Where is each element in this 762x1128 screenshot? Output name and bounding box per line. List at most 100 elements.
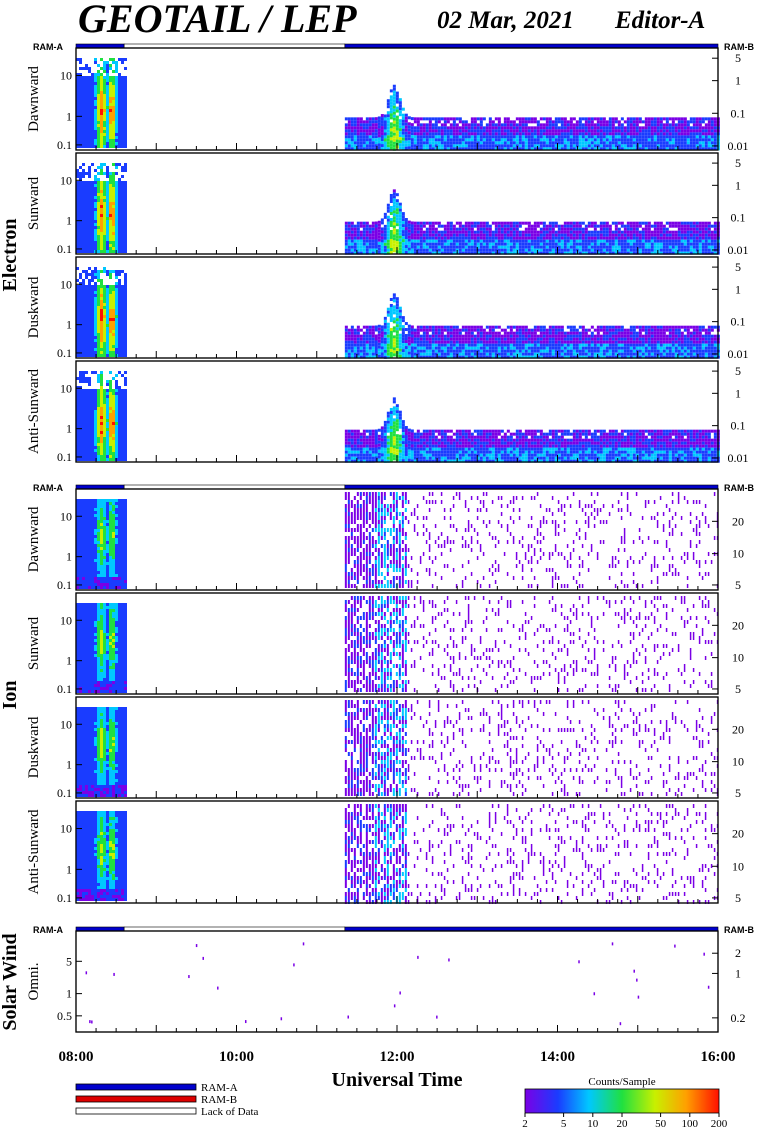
heat-cell bbox=[635, 236, 639, 240]
heat-cell bbox=[395, 139, 399, 143]
heat-cell bbox=[100, 345, 103, 348]
heat-cell bbox=[509, 227, 513, 231]
heat-cell bbox=[698, 135, 702, 139]
heat-cell bbox=[88, 327, 91, 330]
heat-cell bbox=[377, 116, 381, 120]
heat-cell bbox=[464, 343, 468, 347]
heat-cell bbox=[551, 221, 555, 225]
heat-cell bbox=[97, 205, 100, 208]
heat-cell bbox=[91, 312, 94, 315]
heat-cell bbox=[79, 112, 82, 115]
heat-cell bbox=[359, 355, 363, 359]
heat-cell bbox=[668, 129, 672, 133]
heat-cell bbox=[425, 352, 429, 356]
heat-cell bbox=[121, 196, 124, 199]
heat-cell bbox=[389, 330, 393, 334]
heat-cell bbox=[115, 276, 118, 279]
heat-cell bbox=[608, 132, 612, 136]
heat-cell bbox=[440, 334, 444, 338]
heat-cell bbox=[371, 337, 375, 341]
heat-cell bbox=[395, 115, 399, 119]
heat-cell bbox=[389, 104, 393, 108]
heat-cell bbox=[94, 351, 97, 354]
heat-cell bbox=[100, 115, 103, 118]
heat-cell bbox=[542, 325, 546, 329]
heat-cell bbox=[557, 239, 561, 243]
panel-label: Dawnward bbox=[26, 66, 42, 132]
heat-cell bbox=[380, 352, 384, 356]
heat-cell bbox=[112, 247, 115, 250]
heat-cell bbox=[629, 245, 633, 249]
heat-cell bbox=[82, 82, 85, 85]
heat-cell bbox=[398, 339, 402, 343]
heat-cell bbox=[551, 352, 555, 356]
heat-cell bbox=[106, 306, 109, 309]
heat-cell bbox=[103, 241, 106, 244]
heat-cell bbox=[503, 117, 507, 121]
heat-cell bbox=[503, 349, 507, 353]
heat-cell bbox=[464, 221, 468, 225]
heat-cell bbox=[473, 120, 477, 124]
heat-cell bbox=[398, 110, 402, 114]
heat-cell bbox=[446, 126, 450, 130]
heat-cell bbox=[521, 242, 525, 246]
heat-cell bbox=[356, 325, 360, 329]
heat-cell bbox=[458, 346, 462, 350]
heat-cell bbox=[115, 342, 118, 345]
heat-cell bbox=[509, 352, 513, 356]
heat-cell bbox=[121, 187, 124, 190]
heat-cell bbox=[557, 144, 561, 148]
heat-cell bbox=[563, 230, 567, 234]
heat-cell bbox=[545, 349, 549, 353]
heat-cell bbox=[347, 340, 351, 344]
heat-cell bbox=[97, 139, 100, 142]
heat-cell bbox=[97, 121, 100, 124]
heat-cell bbox=[344, 138, 348, 142]
heat-cell bbox=[404, 343, 408, 347]
heat-cell bbox=[515, 346, 519, 350]
heat-cell bbox=[563, 245, 567, 249]
heat-cell bbox=[353, 242, 357, 246]
heat-cell bbox=[620, 224, 624, 228]
heat-cell bbox=[491, 147, 495, 151]
heat-cell bbox=[485, 343, 489, 347]
heat-cell bbox=[121, 82, 124, 85]
heat-cell bbox=[596, 129, 600, 133]
heat-cell bbox=[413, 224, 417, 228]
heat-cell bbox=[362, 340, 366, 344]
chart-date: 02 Mar, 2021 bbox=[437, 7, 574, 34]
heat-cell bbox=[650, 138, 654, 142]
heat-cell bbox=[85, 124, 88, 127]
heat-cell bbox=[638, 230, 642, 234]
heat-cell bbox=[608, 245, 612, 249]
heat-cell bbox=[512, 233, 516, 237]
heat-cell bbox=[374, 242, 378, 246]
heat-cell bbox=[94, 270, 97, 273]
heat-cell bbox=[515, 337, 519, 341]
heat-cell bbox=[464, 355, 468, 359]
heat-cell bbox=[656, 248, 660, 252]
heat-cell bbox=[395, 97, 399, 101]
heat-cell bbox=[497, 248, 501, 252]
heat-cell bbox=[422, 129, 426, 133]
heat-cell bbox=[512, 138, 516, 142]
heat-cell bbox=[392, 132, 396, 136]
heat-cell bbox=[653, 120, 657, 124]
heat-cell bbox=[118, 94, 121, 97]
heat-cell bbox=[88, 121, 91, 124]
heat-cell bbox=[389, 223, 393, 227]
heat-cell bbox=[533, 117, 537, 121]
heat-cell bbox=[389, 241, 393, 245]
heat-cell bbox=[79, 109, 82, 112]
heat-cell bbox=[461, 126, 465, 130]
heat-cell bbox=[473, 230, 477, 234]
heat-cell bbox=[374, 248, 378, 252]
heat-cell bbox=[683, 239, 687, 243]
heat-cell bbox=[106, 303, 109, 306]
heat-cell bbox=[449, 251, 453, 255]
heat-cell bbox=[422, 126, 426, 130]
heat-cell bbox=[587, 224, 591, 228]
heat-cell bbox=[701, 138, 705, 142]
heat-cell bbox=[401, 116, 405, 120]
heat-cell bbox=[416, 123, 420, 127]
